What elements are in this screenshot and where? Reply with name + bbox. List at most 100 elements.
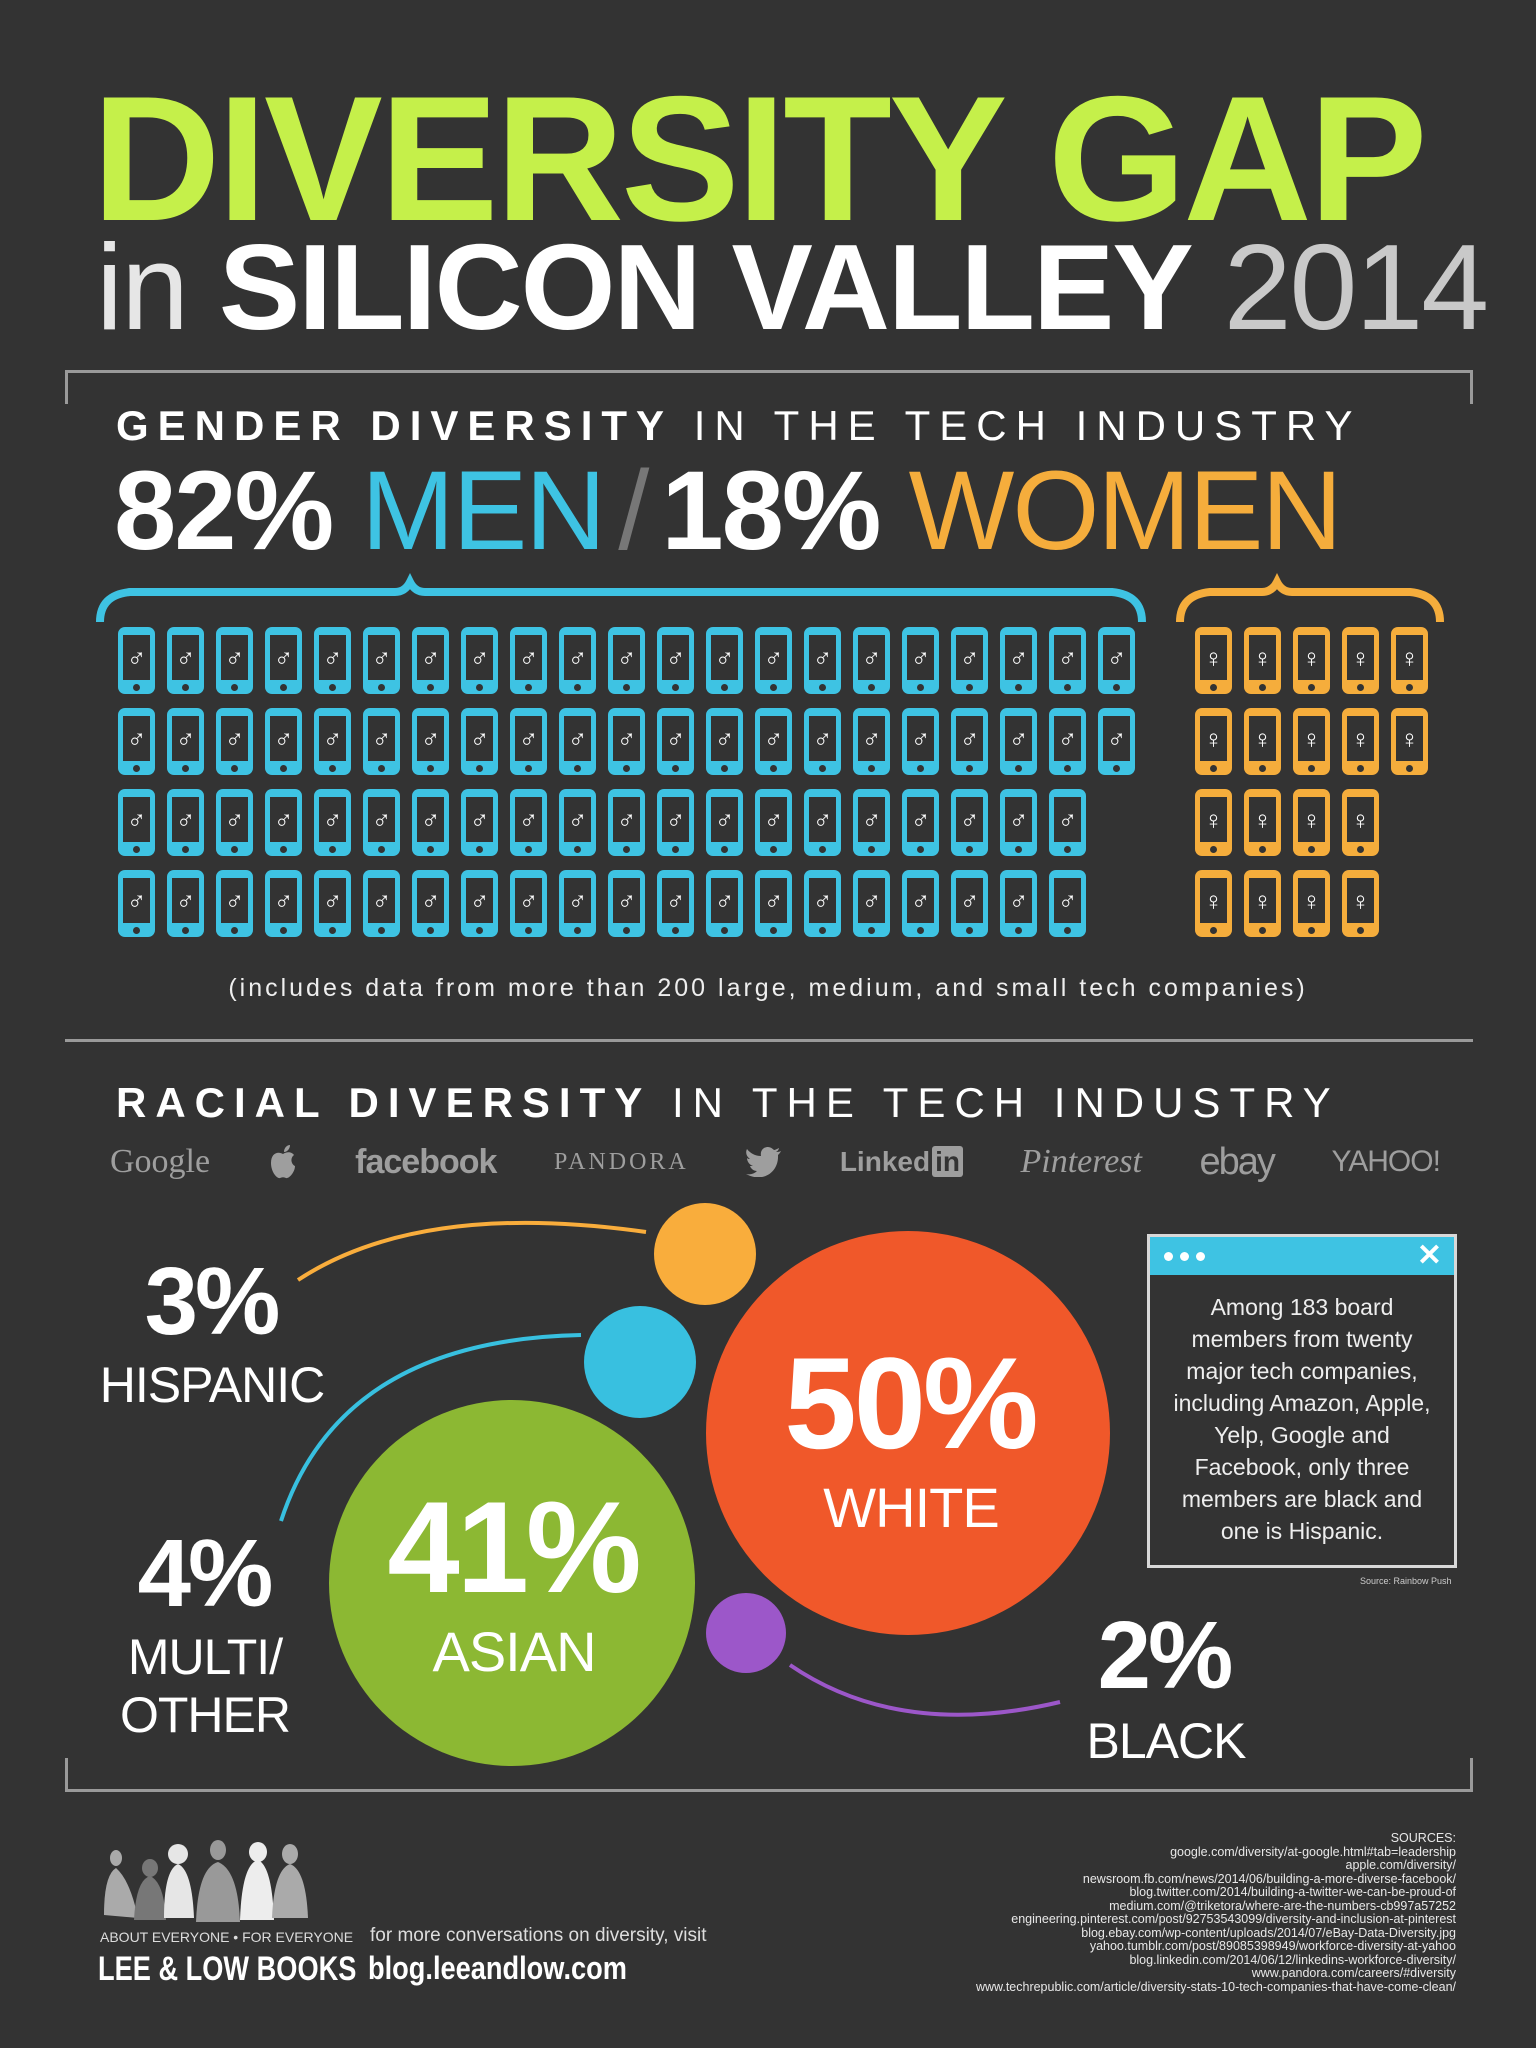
male-phone-icon-symbol: ♂ xyxy=(613,716,640,761)
footer-blog-link[interactable]: blog.leeandlow.com xyxy=(368,1950,627,1986)
male-phone-icon-symbol: ♂ xyxy=(613,635,640,680)
phone-button xyxy=(329,684,336,691)
apple-icon xyxy=(270,1145,295,1179)
male-phone-icon-symbol: ♂ xyxy=(123,716,150,761)
footer-more-text: for more conversations on diversity, vis… xyxy=(370,1925,707,1946)
male-phone-icon-symbol: ♂ xyxy=(1103,635,1130,680)
asian-circle xyxy=(329,1400,695,1766)
male-phone-icon-symbol: ♂ xyxy=(858,716,885,761)
male-phone-icon: ♂ xyxy=(853,627,890,694)
phone-button xyxy=(1357,765,1364,772)
male-phone-icon-symbol: ♂ xyxy=(1054,635,1081,680)
phone-button xyxy=(476,765,483,772)
female-phone-icon-symbol: ♀ xyxy=(1347,797,1374,842)
male-phone-icon: ♂ xyxy=(1049,870,1086,937)
male-phone-icon: ♂ xyxy=(804,708,841,775)
phone-button xyxy=(623,927,630,934)
male-phone-icon-symbol: ♂ xyxy=(760,716,787,761)
male-phone-icon: ♂ xyxy=(559,870,596,937)
female-phone-icon-symbol: ♀ xyxy=(1347,878,1374,923)
phone-button xyxy=(182,846,189,853)
phone-button xyxy=(1015,846,1022,853)
male-phone-icon: ♂ xyxy=(706,627,743,694)
phone-button xyxy=(672,927,679,934)
phone-button xyxy=(917,765,924,772)
male-phone-icon: ♂ xyxy=(167,708,204,775)
male-phone-icon: ♂ xyxy=(608,870,645,937)
popup-titlebar: ✕ xyxy=(1150,1237,1454,1275)
male-phone-icon-symbol: ♂ xyxy=(1005,878,1032,923)
gender-heading: GENDER DIVERSITY IN THE TECH INDUSTRY xyxy=(116,405,1362,447)
male-phone-icon: ♂ xyxy=(951,789,988,856)
male-phone-icon: ♂ xyxy=(1000,627,1037,694)
asian-pct: 41% xyxy=(387,1474,641,1620)
male-phone-icon: ♂ xyxy=(559,708,596,775)
phone-button xyxy=(868,927,875,934)
female-phone-icon: ♀ xyxy=(1391,708,1428,775)
phone-button xyxy=(1406,765,1413,772)
phone-button xyxy=(525,927,532,934)
multi-label-1: MULTI/ xyxy=(127,1629,283,1685)
company-logos: Google facebook PANDORA Linked in Pintere… xyxy=(110,1138,1441,1186)
phone-button xyxy=(378,846,385,853)
male-phone-icon: ♂ xyxy=(167,789,204,856)
male-phone-icon-symbol: ♂ xyxy=(809,716,836,761)
male-phone-icon: ♂ xyxy=(167,627,204,694)
frame-bottom xyxy=(65,1758,1473,1792)
phone-button xyxy=(770,927,777,934)
lee-low-logo-silhouettes xyxy=(104,1840,308,1922)
source-item: yahoo.tumblr.com/post/89085398949/workfo… xyxy=(1089,1939,1456,1953)
male-phone-icon-symbol: ♂ xyxy=(956,797,983,842)
male-phone-icon: ♂ xyxy=(412,870,449,937)
male-phone-icon: ♂ xyxy=(608,708,645,775)
male-phone-icon: ♂ xyxy=(118,708,155,775)
female-phone-icon: ♀ xyxy=(1342,708,1379,775)
gender-heading-rest: IN THE TECH INDUSTRY xyxy=(693,402,1362,449)
phone-button xyxy=(1357,846,1364,853)
female-phone-icon-symbol: ♀ xyxy=(1298,635,1325,680)
men-pct: 82% xyxy=(114,448,334,573)
male-phone-icon: ♂ xyxy=(951,627,988,694)
phone-button xyxy=(1015,765,1022,772)
phone-button xyxy=(672,765,679,772)
phone-button xyxy=(378,765,385,772)
male-phone-icon-symbol: ♂ xyxy=(956,635,983,680)
phone-button xyxy=(1210,684,1217,691)
male-phone-icon-symbol: ♂ xyxy=(123,635,150,680)
male-phone-icon-symbol: ♂ xyxy=(172,797,199,842)
male-phone-icon-symbol: ♂ xyxy=(858,635,885,680)
hispanic-label: HISPANIC xyxy=(99,1357,325,1413)
male-phone-icon-symbol: ♂ xyxy=(711,797,738,842)
male-phone-icon: ♂ xyxy=(1049,708,1086,775)
phone-button xyxy=(721,684,728,691)
white-pct: 50% xyxy=(784,1330,1038,1476)
male-phone-icon: ♂ xyxy=(804,627,841,694)
phone-button xyxy=(1259,846,1266,853)
female-phone-icon-symbol: ♀ xyxy=(1249,797,1276,842)
phone-button xyxy=(329,927,336,934)
hispanic-arc xyxy=(296,1220,647,1282)
phone-button xyxy=(1113,684,1120,691)
black-label: BLACK xyxy=(1086,1713,1247,1769)
male-phone-icon: ♂ xyxy=(951,708,988,775)
phone-button xyxy=(231,684,238,691)
female-phone-icon-symbol: ♀ xyxy=(1200,797,1227,842)
male-phone-icon: ♂ xyxy=(118,870,155,937)
male-phone-icon-symbol: ♂ xyxy=(809,878,836,923)
male-phone-icon-symbol: ♂ xyxy=(368,635,395,680)
phone-button xyxy=(1064,765,1071,772)
linkedin-in: in xyxy=(932,1146,963,1177)
male-phone-icon: ♂ xyxy=(1049,627,1086,694)
male-phone-icon: ♂ xyxy=(1000,870,1037,937)
female-phone-icon: ♀ xyxy=(1244,627,1281,694)
phone-button xyxy=(770,765,777,772)
frame-top xyxy=(65,370,1473,404)
male-phone-icon-symbol: ♂ xyxy=(1005,635,1032,680)
female-phone-icon: ♀ xyxy=(1342,627,1379,694)
phone-button xyxy=(525,765,532,772)
male-phone-icon: ♂ xyxy=(216,627,253,694)
male-phone-icon: ♂ xyxy=(461,627,498,694)
female-phone-icon-symbol: ♀ xyxy=(1200,878,1227,923)
source-item: www.techrepublic.com/article/diversity-s… xyxy=(975,1979,1456,1994)
